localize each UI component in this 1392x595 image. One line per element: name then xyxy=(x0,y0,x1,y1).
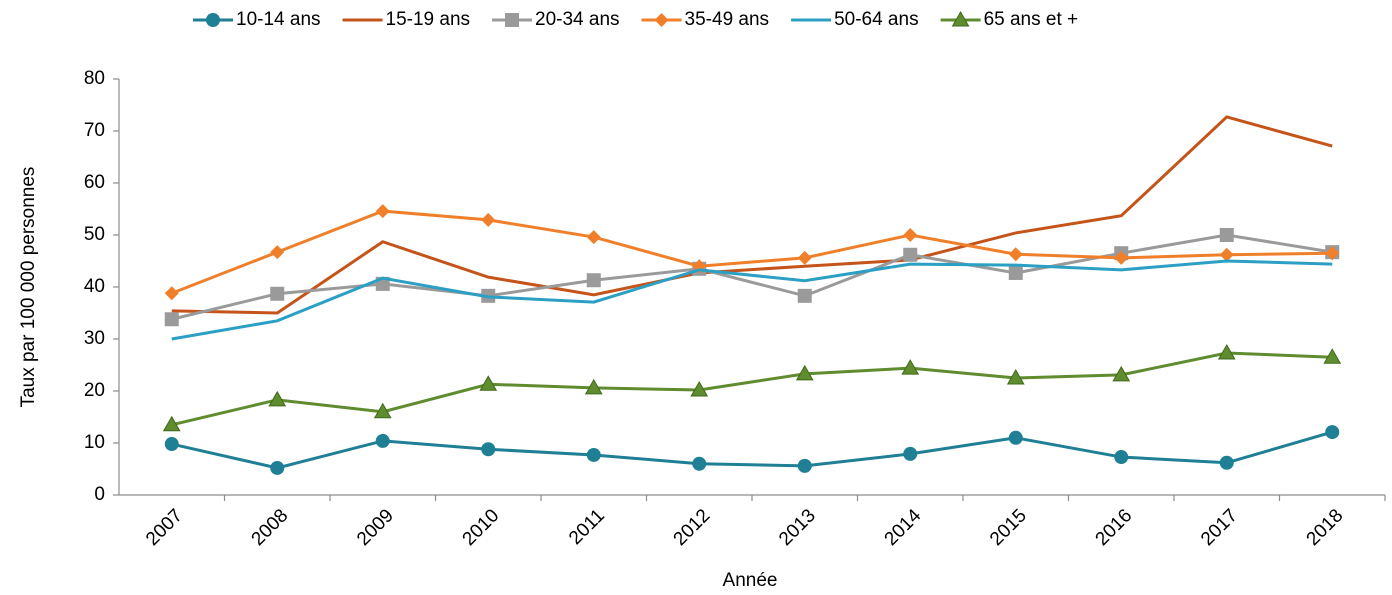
legend-label: 50-64 ans xyxy=(834,9,919,30)
marker xyxy=(270,460,285,475)
marker xyxy=(479,375,498,391)
series-line xyxy=(171,430,1333,470)
series-line xyxy=(171,209,1333,295)
marker xyxy=(1114,450,1129,465)
marker xyxy=(162,415,181,432)
marker xyxy=(1325,246,1340,261)
marker xyxy=(270,245,285,260)
x-tick-label: 2017 xyxy=(1197,505,1242,550)
marker xyxy=(481,212,496,227)
marker xyxy=(797,250,812,265)
marker xyxy=(164,437,179,452)
marker xyxy=(692,456,707,471)
y-tick-label: 40 xyxy=(84,276,105,297)
x-tick-label: 2014 xyxy=(881,505,926,550)
marker xyxy=(1219,247,1234,262)
marker xyxy=(1008,247,1023,262)
x-tick-label: 2013 xyxy=(775,505,820,550)
marker xyxy=(586,273,601,288)
marker xyxy=(481,442,496,457)
x-tick-label: 2016 xyxy=(1092,505,1137,550)
x-tick-label: 2018 xyxy=(1303,505,1348,550)
marker xyxy=(795,364,814,381)
marker xyxy=(1008,265,1023,280)
marker xyxy=(903,446,918,461)
x-tick-label: 2007 xyxy=(142,505,187,550)
marker xyxy=(903,247,918,262)
marker xyxy=(373,402,392,419)
marker xyxy=(586,447,601,462)
legend-label: 10-14 ans xyxy=(236,9,321,30)
marker xyxy=(586,230,601,245)
marker xyxy=(797,458,812,473)
series-line xyxy=(171,259,1333,341)
marker xyxy=(1219,228,1234,242)
marker xyxy=(164,312,179,327)
y-tick-label: 50 xyxy=(84,224,105,245)
marker xyxy=(270,286,285,301)
x-tick-label: 2010 xyxy=(459,505,504,550)
y-tick-label: 10 xyxy=(84,432,105,453)
y-tick-label: 30 xyxy=(84,328,105,349)
legend-label: 15-19 ans xyxy=(386,9,471,30)
y-tick-label: 70 xyxy=(84,120,105,141)
x-tick-label: 2008 xyxy=(248,505,293,550)
marker xyxy=(1219,455,1234,470)
marker xyxy=(901,359,920,375)
marker xyxy=(505,13,520,27)
legend-label: 20-34 ans xyxy=(535,9,620,30)
marker xyxy=(654,13,669,27)
marker xyxy=(1112,365,1131,382)
x-axis-title: Année xyxy=(723,570,778,591)
series-line xyxy=(171,233,1333,321)
marker xyxy=(375,204,390,219)
x-tick-label: 2011 xyxy=(565,505,609,549)
legend-label: 35-49 ans xyxy=(685,9,770,30)
y-axis-title: Taux par 100 000 personnes xyxy=(18,167,39,408)
marker xyxy=(584,378,603,395)
x-tick-label: 2015 xyxy=(986,505,1031,550)
marker xyxy=(951,10,970,27)
marker xyxy=(206,13,220,27)
y-tick-label: 60 xyxy=(84,172,105,193)
marker xyxy=(1325,425,1340,440)
series-line xyxy=(171,351,1333,427)
marker xyxy=(1217,344,1236,360)
y-tick-label: 80 xyxy=(84,68,105,89)
legend-label: 65 ans et + xyxy=(984,9,1079,30)
marker xyxy=(690,380,709,397)
marker xyxy=(1114,250,1129,265)
marker xyxy=(1323,348,1342,364)
y-tick-label: 0 xyxy=(94,484,105,505)
marker xyxy=(375,433,390,448)
marker xyxy=(268,390,287,407)
x-tick-label: 2012 xyxy=(670,505,715,550)
y-tick-label: 20 xyxy=(84,380,105,401)
marker xyxy=(164,286,179,301)
marker xyxy=(797,288,812,303)
marker xyxy=(1006,368,1025,385)
marker xyxy=(1008,430,1023,445)
marker xyxy=(903,228,918,242)
series-line xyxy=(171,115,1333,315)
x-tick-label: 2009 xyxy=(353,505,398,550)
